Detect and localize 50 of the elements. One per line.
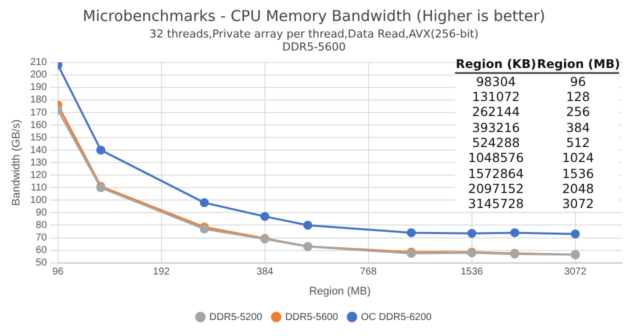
annotation: Region (KB) bbox=[455, 57, 537, 72]
y-tick-label: 160 bbox=[30, 120, 48, 131]
y-tick-label: 130 bbox=[30, 157, 48, 168]
legend-label: DDR5-5600 bbox=[285, 312, 338, 323]
legend-label: DDR5-5200 bbox=[209, 312, 263, 323]
y-tick-label: 60 bbox=[36, 245, 48, 256]
x-tick-label: 3072 bbox=[564, 266, 587, 278]
y-tick-label: 50 bbox=[36, 258, 48, 269]
y-tick-label: 150 bbox=[30, 132, 48, 144]
annotation: 1024 bbox=[561, 150, 595, 166]
annotation: 128 bbox=[565, 89, 591, 104]
y-tick-label: 110 bbox=[30, 182, 48, 194]
annotation: 524288 bbox=[471, 134, 521, 150]
x-tick-label: 192 bbox=[153, 266, 170, 278]
annotation: 1048576 bbox=[467, 150, 525, 166]
annotation: 98304 bbox=[475, 74, 517, 90]
y-tick-label: 80 bbox=[36, 220, 48, 231]
annotation: 1572864 bbox=[467, 166, 525, 181]
annotation: 2097152 bbox=[467, 180, 525, 196]
x-tick-label: 384 bbox=[256, 266, 274, 278]
annotation: 2048 bbox=[561, 180, 595, 196]
legend-label: OC DDR5-6200 bbox=[361, 312, 432, 323]
y-tick-label: 170 bbox=[30, 107, 48, 118]
annotation: 1536 bbox=[561, 166, 595, 181]
y-tick-label: 90 bbox=[36, 207, 48, 218]
x-axis-title: Region (MB) bbox=[309, 285, 371, 298]
y-tick-label: 120 bbox=[30, 170, 48, 181]
x-tick-label: 768 bbox=[360, 266, 378, 278]
annotation: 131072 bbox=[471, 89, 521, 104]
y-tick-label: 190 bbox=[30, 82, 48, 94]
y-axis-title: Bandwidth (GB/s) bbox=[10, 120, 23, 206]
y-tick-label: 180 bbox=[30, 94, 48, 106]
x-tick-label: 1536 bbox=[460, 266, 484, 278]
annotation: 3145728 bbox=[467, 196, 525, 212]
chart-title: Microbenchmarks - CPU Memory Bandwidth (Higher is better) bbox=[82, 6, 546, 25]
y-tick-label: 140 bbox=[30, 144, 48, 156]
x-tick-label: 96 bbox=[52, 266, 64, 278]
y-tick-label: 100 bbox=[30, 194, 48, 206]
y-tick-label: 200 bbox=[30, 70, 48, 81]
y-tick-label: 70 bbox=[36, 232, 48, 244]
annotation: 3072 bbox=[561, 196, 595, 212]
chart-subtitle: 32 threads,Private array per thread,Data Read,AVX(256-bit) DDR5-5600 bbox=[150, 27, 478, 54]
annotation: 262144 bbox=[471, 104, 521, 120]
annotation: 512 bbox=[565, 134, 591, 150]
annotation: 393216 bbox=[471, 120, 521, 135]
annotation: Region (MB) bbox=[537, 57, 620, 72]
y-tick-label: 210 bbox=[30, 57, 48, 68]
annotation: 384 bbox=[565, 120, 591, 135]
annotation: 96 bbox=[569, 74, 587, 90]
annotation: 256 bbox=[565, 104, 591, 120]
